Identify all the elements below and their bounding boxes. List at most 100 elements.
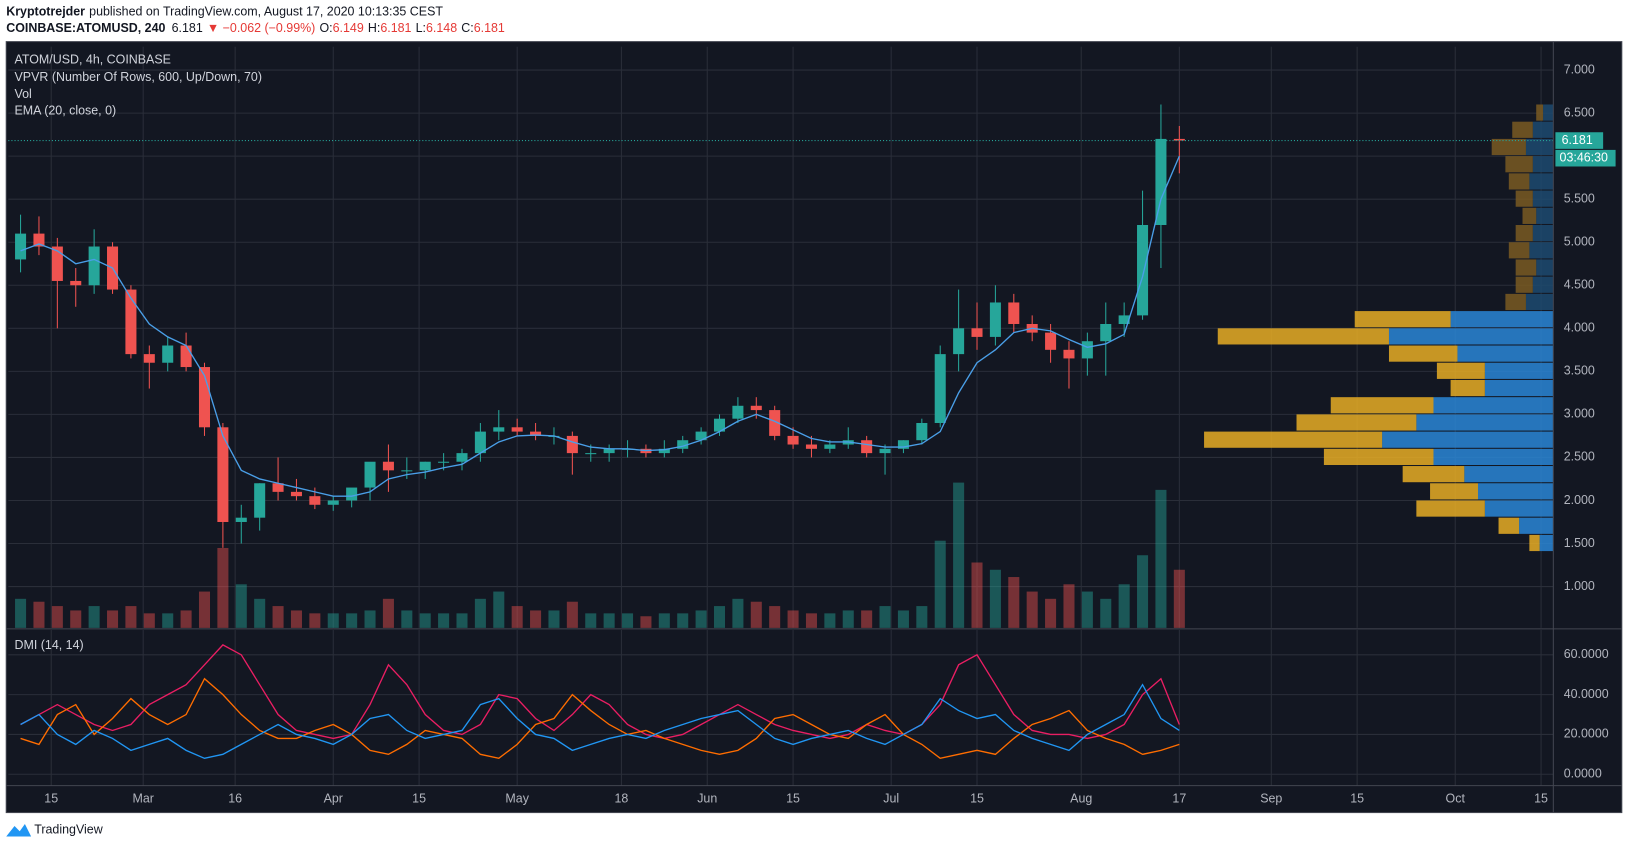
countdown-label: 03:46:30 [1560, 150, 1608, 164]
volume-bar [548, 610, 560, 628]
volume-bar [842, 610, 854, 628]
vpvr-down [1436, 362, 1485, 379]
vpvr-up [1457, 345, 1554, 362]
vpvr-down [1217, 328, 1389, 345]
candle-body [897, 440, 909, 449]
volume-bar [33, 601, 45, 628]
dmi-line [20, 683, 1180, 760]
countdown-tag [1555, 149, 1616, 167]
vpvr-down [1515, 190, 1533, 207]
volume-bar [1118, 584, 1130, 628]
x-tick-label: 15 [1534, 791, 1548, 805]
candle-body [382, 461, 394, 471]
y-tick-label: 2.500 [1564, 450, 1595, 464]
vpvr-up [1382, 431, 1554, 448]
y-tick-label: 2.000 [1564, 493, 1595, 507]
volume-bar [824, 613, 836, 628]
candle-body [824, 444, 836, 449]
x-tick-label: 15 [412, 791, 426, 805]
candle-body [419, 461, 431, 471]
vpvr-up [1543, 104, 1554, 121]
ohlc-value: 6.181 [474, 21, 505, 35]
candle-body [677, 440, 689, 449]
volume-bar [511, 606, 523, 628]
y-tick-label: 0.0000 [1564, 767, 1602, 781]
candle-body [1081, 341, 1093, 359]
candle-body [585, 453, 597, 455]
y-tick-label: 1.000 [1564, 579, 1595, 593]
vpvr-down [1515, 259, 1537, 276]
vpvr-down [1529, 534, 1540, 552]
x-tick-label: Jul [883, 791, 899, 805]
symbol: COINBASE:ATOMUSD, 240 [6, 21, 165, 35]
vpvr-down [1430, 483, 1478, 500]
symbol-line: COINBASE:ATOMUSD, 240 6.181 ▼ −0.062 (−0.9… [6, 21, 505, 35]
volume-bar [309, 613, 321, 628]
volume-bar [401, 610, 413, 628]
candle-body [658, 448, 670, 454]
author: Kryptotrejder [6, 5, 85, 19]
ema-line [20, 155, 1180, 497]
vpvr-down [1508, 173, 1530, 190]
vpvr-down [1330, 397, 1434, 414]
dmi-line [20, 644, 1180, 740]
x-tick-label: 15 [970, 791, 984, 805]
volume-bar [1173, 569, 1185, 628]
candle-body [989, 302, 1001, 337]
candle-body [327, 500, 339, 505]
vpvr-down [1505, 293, 1526, 311]
candle-body [272, 483, 284, 492]
vpvr-down [1512, 121, 1533, 138]
x-tick-label: Sep [1260, 791, 1282, 805]
vpvr-up [1484, 379, 1554, 397]
candle-body [254, 483, 266, 518]
candle-body [1045, 332, 1057, 350]
candle-body [695, 431, 707, 441]
candle-body [290, 491, 302, 497]
volume-bar [88, 606, 100, 628]
volume-bar [327, 613, 339, 628]
volume-bar [382, 598, 394, 628]
x-tick-label: Jun [697, 791, 717, 805]
x-tick-label: 15 [1350, 791, 1364, 805]
volume-bar [217, 547, 229, 628]
ohlc-label: O: [319, 21, 332, 35]
x-tick-label: May [505, 791, 529, 805]
plot-layer: 1.000 1.500 2.000 2.500 3.000 3.500 4.000 4.500… [8, 46, 1616, 805]
vpvr-down [1515, 224, 1533, 242]
candle-body [566, 435, 578, 454]
vpvr-up [1529, 173, 1554, 190]
volume-bar [769, 606, 781, 628]
candle-body [1118, 315, 1130, 324]
ohlc-label: C: [461, 21, 473, 35]
vpvr-up [1450, 311, 1554, 328]
y-tick-label: 6.500 [1564, 105, 1595, 119]
candle-body [713, 418, 726, 432]
vpvr-up [1433, 397, 1554, 414]
vpvr-up [1532, 190, 1554, 207]
vpvr-down [1402, 466, 1465, 483]
volume-bar [15, 598, 27, 628]
candle-body [805, 444, 817, 449]
candle-body [346, 487, 358, 501]
y-tick-label: 4.000 [1564, 321, 1595, 335]
vpvr-down [1450, 379, 1485, 397]
vpvr-up [1536, 207, 1554, 224]
volume-bar [1155, 489, 1167, 628]
candle-body [1063, 349, 1075, 359]
y-tick-label: 3.000 [1564, 407, 1595, 421]
volume-bar [272, 606, 284, 628]
ohlc-value: 6.181 [380, 21, 411, 35]
volume-bar [346, 613, 358, 628]
vpvr-down [1296, 414, 1417, 431]
volume-bar [971, 562, 983, 628]
y-tick-label: 20.0000 [1564, 727, 1609, 741]
volume-bar [989, 569, 1001, 628]
y-tick-label: 3.500 [1564, 364, 1595, 378]
volume-bar [713, 606, 726, 628]
y-tick-label: 1.500 [1564, 536, 1595, 550]
volume-bar [585, 613, 597, 628]
volume-bar [254, 598, 266, 628]
candle-body [511, 427, 523, 432]
